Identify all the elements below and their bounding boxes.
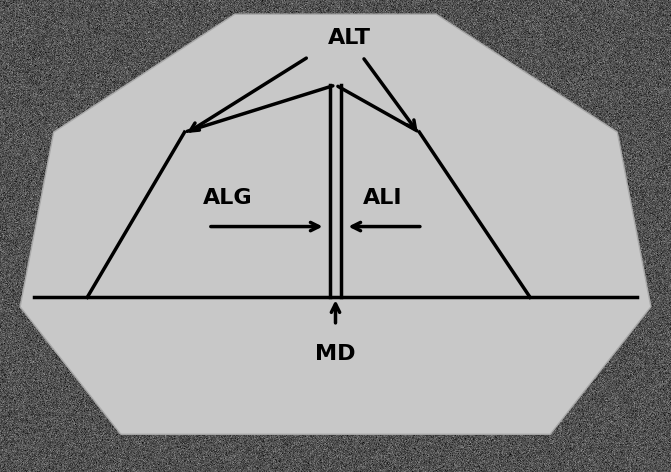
Text: MD: MD bbox=[315, 344, 356, 364]
PathPatch shape bbox=[20, 14, 651, 434]
Text: ALI: ALI bbox=[363, 188, 402, 208]
Text: ALT: ALT bbox=[327, 28, 370, 48]
Text: ALG: ALG bbox=[203, 188, 253, 208]
